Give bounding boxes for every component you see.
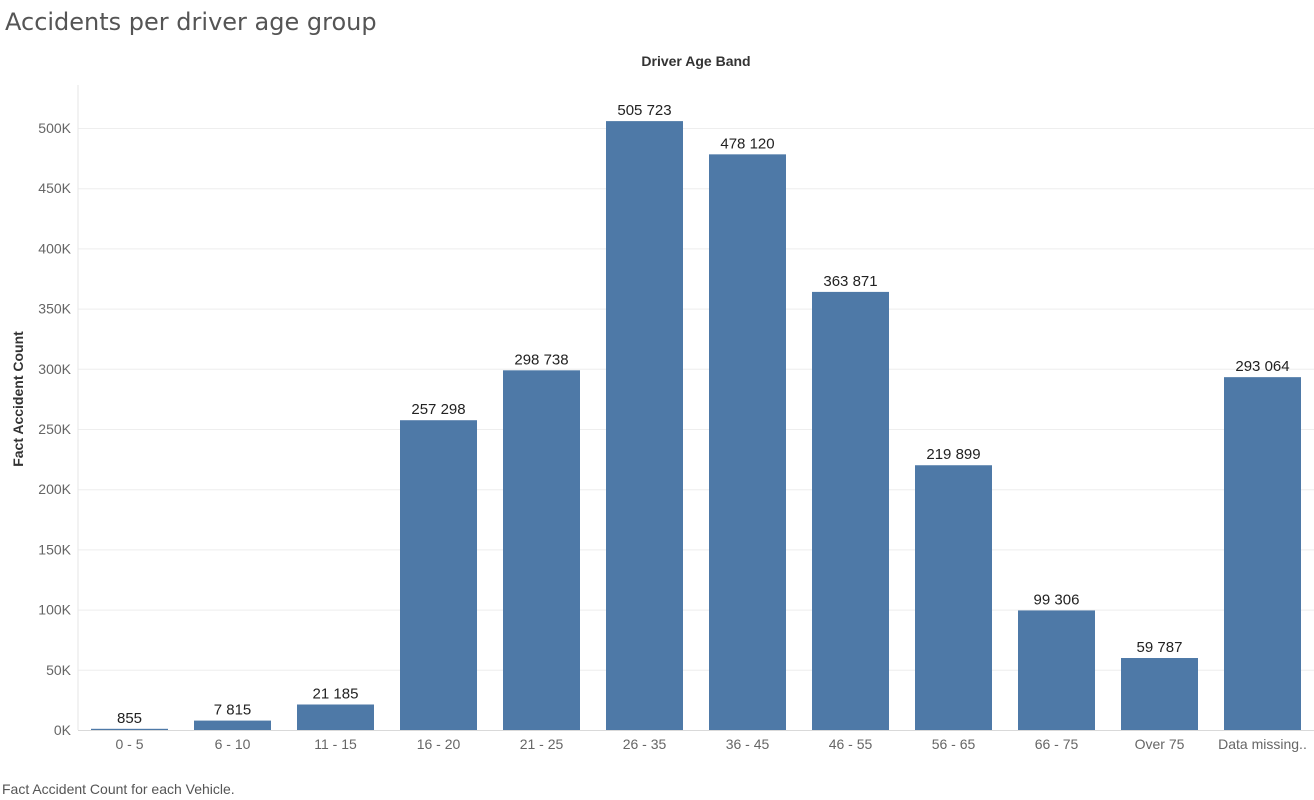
bar-value-label: 7 815 bbox=[214, 702, 252, 719]
footer-caption: Fact Accident Count for each Vehicle. bbox=[2, 781, 235, 797]
x-tick-label: Over 75 bbox=[1135, 736, 1185, 752]
x-tick-label: 21 - 25 bbox=[520, 736, 564, 752]
column-header: Driver Age Band bbox=[641, 53, 750, 69]
y-tick-label: 450K bbox=[38, 180, 71, 196]
x-tick-label: 66 - 75 bbox=[1035, 736, 1079, 752]
x-tick-label: 26 - 35 bbox=[623, 736, 667, 752]
bar bbox=[91, 728, 168, 730]
y-tick-label: 500K bbox=[38, 120, 71, 136]
gridlines bbox=[78, 128, 1314, 731]
x-tick-label: 56 - 65 bbox=[932, 736, 976, 752]
bar-chart: 0K 50K 100K 150K 200K 250K 300K 350K 400K 450K 500… bbox=[10, 53, 1314, 752]
x-tick-label: Data missing.. bbox=[1218, 736, 1307, 752]
x-tick-label: 0 - 5 bbox=[115, 736, 143, 752]
y-tick-label: 50K bbox=[46, 662, 72, 678]
x-tick-label: 46 - 55 bbox=[829, 736, 873, 752]
bar bbox=[606, 121, 683, 731]
y-axis-title: Fact Accident Count bbox=[10, 331, 26, 467]
bar bbox=[1224, 377, 1301, 730]
bar bbox=[1121, 658, 1198, 730]
bar bbox=[1018, 610, 1095, 730]
y-tick-label: 300K bbox=[38, 361, 71, 377]
bar-value-label: 219 899 bbox=[926, 446, 980, 463]
bar-value-label: 363 871 bbox=[823, 273, 877, 290]
y-tick-label: 400K bbox=[38, 240, 71, 256]
y-tick-label: 100K bbox=[38, 602, 71, 618]
bar-value-label: 59 787 bbox=[1137, 639, 1183, 656]
bar bbox=[915, 465, 992, 730]
bar bbox=[297, 704, 374, 730]
bar-value-label: 505 723 bbox=[617, 102, 671, 119]
data-labels: 855 7 815 21 185 257 298 298 738 505 723 478 1… bbox=[117, 102, 1290, 727]
bar bbox=[194, 720, 271, 730]
bar bbox=[812, 291, 889, 730]
bar-value-label: 855 bbox=[117, 710, 142, 727]
bar-value-label: 478 120 bbox=[720, 135, 774, 152]
bar bbox=[709, 154, 786, 731]
x-tick-label: 6 - 10 bbox=[215, 736, 251, 752]
y-tick-label: 200K bbox=[38, 481, 71, 497]
bars bbox=[91, 121, 1301, 731]
y-axis-ticks: 0K 50K 100K 150K 200K 250K 300K 350K 400K 450K 500… bbox=[38, 120, 71, 738]
x-tick-label: 11 - 15 bbox=[314, 736, 357, 752]
bar bbox=[503, 370, 580, 730]
x-tick-label: 36 - 45 bbox=[726, 736, 770, 752]
y-tick-label: 0K bbox=[54, 722, 72, 738]
bar-value-label: 21 185 bbox=[313, 685, 359, 702]
x-axis-ticks: 0 - 5 6 - 10 11 - 15 16 - 20 21 - 25 26 - 35 3… bbox=[115, 736, 1306, 752]
bar-value-label: 99 306 bbox=[1034, 591, 1080, 608]
bar-value-label: 293 064 bbox=[1235, 358, 1289, 375]
y-tick-label: 150K bbox=[38, 541, 71, 557]
chart-title: Accidents per driver age group bbox=[5, 8, 377, 36]
bar bbox=[400, 420, 477, 730]
x-tick-label: 16 - 20 bbox=[417, 736, 461, 752]
bar-value-label: 257 298 bbox=[411, 401, 465, 418]
y-tick-label: 250K bbox=[38, 421, 71, 437]
bar-value-label: 298 738 bbox=[514, 351, 568, 368]
y-tick-label: 350K bbox=[38, 301, 71, 317]
